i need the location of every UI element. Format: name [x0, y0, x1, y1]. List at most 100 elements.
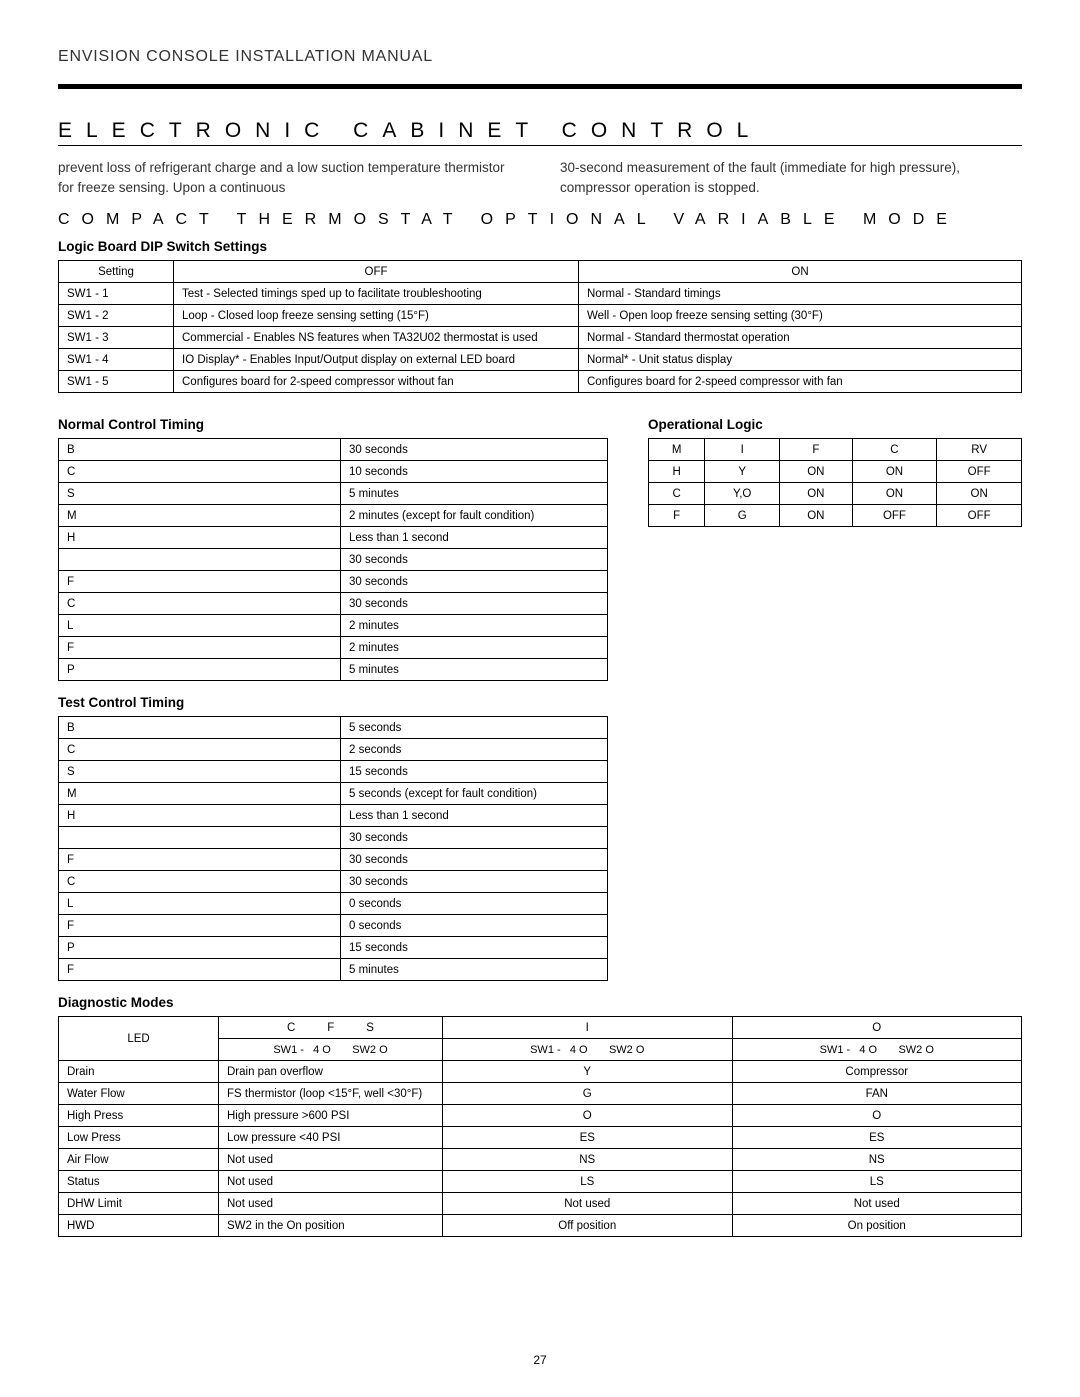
cell: 30 seconds — [341, 549, 608, 571]
cell: M — [59, 505, 341, 527]
cell: Y — [705, 461, 780, 483]
cell: C — [649, 483, 705, 505]
cell: Less than 1 second — [341, 805, 608, 827]
table-row: 30 seconds — [59, 549, 608, 571]
intro-left: prevent loss of refrigerant charge and a… — [58, 158, 520, 197]
cell: High Press — [59, 1105, 219, 1127]
cell: G — [705, 505, 780, 527]
diag-subheader: SW1 - 4 O SW2 O — [443, 1039, 733, 1061]
cell: 0 seconds — [341, 893, 608, 915]
cell: DHW Limit — [59, 1193, 219, 1215]
cell: ON — [780, 505, 853, 527]
cell: 30 seconds — [341, 827, 608, 849]
table-row: DrainDrain pan overflowYCompressor — [59, 1061, 1022, 1083]
table-row: B5 seconds — [59, 717, 608, 739]
cell: FAN — [732, 1083, 1022, 1105]
cell: Not used — [219, 1171, 443, 1193]
cell: Commercial - Enables NS features when TA… — [174, 327, 579, 349]
cell: L — [59, 615, 341, 637]
op-header: C — [852, 439, 937, 461]
cell: SW1 - 4 — [59, 349, 174, 371]
table-row: C10 seconds — [59, 461, 608, 483]
cell: F — [59, 637, 341, 659]
op-logic-heading: Operational Logic — [648, 417, 1022, 432]
cell: FS thermistor (loop <15°F, well <30°F) — [219, 1083, 443, 1105]
table-row: SW1 - 2Loop - Closed loop freeze sensing… — [59, 305, 1022, 327]
cell — [59, 549, 341, 571]
table-row: M2 minutes (except for fault condition) — [59, 505, 608, 527]
cell: 2 minutes — [341, 615, 608, 637]
cell: S — [59, 761, 341, 783]
table-row: F2 minutes — [59, 637, 608, 659]
cell: LS — [732, 1171, 1022, 1193]
cell: IO Display* - Enables Input/Output displ… — [174, 349, 579, 371]
op-logic-table: MIFCRV HYONONOFFCY,OONONONFGONOFFOFF — [648, 438, 1022, 527]
cell: 5 seconds — [341, 717, 608, 739]
cell: Well - Open loop freeze sensing setting … — [579, 305, 1022, 327]
cell: Y,O — [705, 483, 780, 505]
cell: Not used — [219, 1149, 443, 1171]
cell: Not used — [443, 1193, 733, 1215]
cell: 0 seconds — [341, 915, 608, 937]
cell: ON — [937, 483, 1022, 505]
cell: SW2 in the On position — [219, 1215, 443, 1237]
cell: ES — [443, 1127, 733, 1149]
cell: Configures board for 2-speed compressor … — [174, 371, 579, 393]
op-header: RV — [937, 439, 1022, 461]
table-row: SW1 - 5Configures board for 2-speed comp… — [59, 371, 1022, 393]
cell: H — [59, 527, 341, 549]
intro-text: prevent loss of refrigerant charge and a… — [58, 158, 1022, 197]
cell: 5 minutes — [341, 959, 608, 981]
cell: Not used — [219, 1193, 443, 1215]
cell: L — [59, 893, 341, 915]
normal-timing-table: B30 secondsC10 secondsS5 minutesM2 minut… — [58, 438, 608, 681]
table-row: S15 seconds — [59, 761, 608, 783]
cell: Less than 1 second — [341, 527, 608, 549]
cell: ES — [732, 1127, 1022, 1149]
cell: C — [59, 871, 341, 893]
cell: B — [59, 439, 341, 461]
cell: C — [59, 739, 341, 761]
table-row: SW1 - 3Commercial - Enables NS features … — [59, 327, 1022, 349]
page-number: 27 — [0, 1353, 1080, 1367]
cell: 30 seconds — [341, 849, 608, 871]
table-row: M5 seconds (except for fault condition) — [59, 783, 608, 805]
cell: SW1 - 5 — [59, 371, 174, 393]
page-header: ENVISION CONSOLE INSTALLATION MANUAL — [58, 48, 1022, 66]
table-row: HWDSW2 in the On positionOff positionOn … — [59, 1215, 1022, 1237]
dip-header: ON — [579, 261, 1022, 283]
cell: M — [59, 783, 341, 805]
cell: 2 seconds — [341, 739, 608, 761]
cell: Configures board for 2-speed compressor … — [579, 371, 1022, 393]
dip-table: SettingOFFON SW1 - 1Test - Selected timi… — [58, 260, 1022, 393]
cell: 30 seconds — [341, 439, 608, 461]
op-header: M — [649, 439, 705, 461]
diag-header: LED — [59, 1017, 219, 1061]
cell: P — [59, 937, 341, 959]
cell: HWD — [59, 1215, 219, 1237]
cell: Drain — [59, 1061, 219, 1083]
table-row: F5 minutes — [59, 959, 608, 981]
cell: 5 minutes — [341, 483, 608, 505]
cell: On position — [732, 1215, 1022, 1237]
cell: B — [59, 717, 341, 739]
cell: 15 seconds — [341, 937, 608, 959]
cell: SW1 - 1 — [59, 283, 174, 305]
cell: Compressor — [732, 1061, 1022, 1083]
cell: 5 minutes — [341, 659, 608, 681]
cell: OFF — [852, 505, 937, 527]
table-row: P5 minutes — [59, 659, 608, 681]
table-row: C30 seconds — [59, 593, 608, 615]
diag-header: I — [443, 1017, 733, 1039]
diag-header: O — [732, 1017, 1022, 1039]
cell: O — [732, 1105, 1022, 1127]
dip-header: OFF — [174, 261, 579, 283]
cell: S — [59, 483, 341, 505]
cell: G — [443, 1083, 733, 1105]
diag-heading: Diagnostic Modes — [58, 995, 1022, 1010]
table-row: S5 minutes — [59, 483, 608, 505]
cell: C — [59, 593, 341, 615]
cell: H — [649, 461, 705, 483]
table-row: SW1 - 1Test - Selected timings sped up t… — [59, 283, 1022, 305]
table-row: Low PressLow pressure <40 PSIESES — [59, 1127, 1022, 1149]
